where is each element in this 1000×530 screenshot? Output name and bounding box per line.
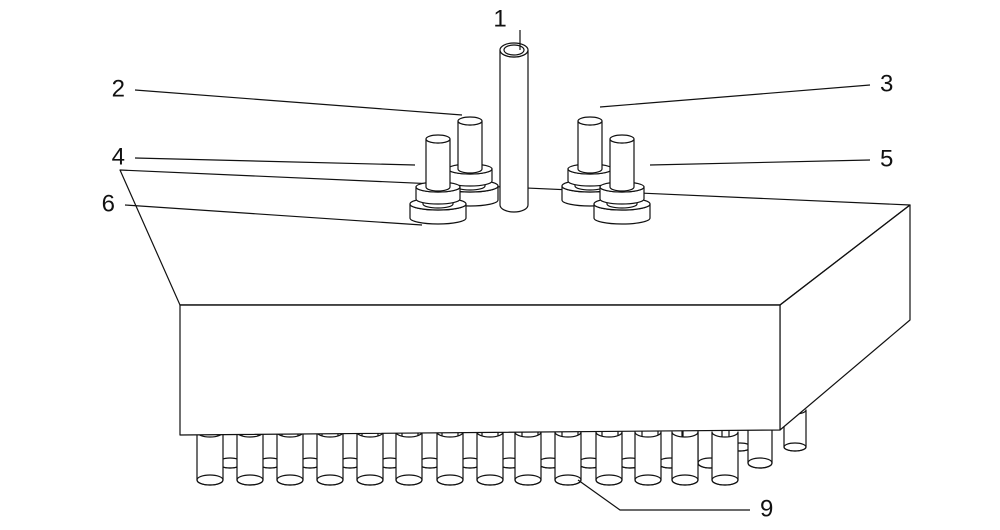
leader-5 [650, 160, 870, 165]
label-2: 2 [112, 75, 125, 102]
leader-3 [600, 85, 870, 107]
center-tube [500, 43, 528, 212]
label-5: 5 [880, 145, 893, 172]
label-9: 9 [760, 495, 773, 522]
label-3: 3 [880, 70, 893, 97]
technical-diagram: 1 2 3 4 5 6 9 [0, 0, 1000, 530]
label-6: 6 [102, 190, 115, 217]
label-4: 4 [112, 143, 125, 170]
leader-2 [135, 90, 462, 115]
leader-4 [135, 158, 415, 165]
label-1: 1 [493, 5, 506, 32]
